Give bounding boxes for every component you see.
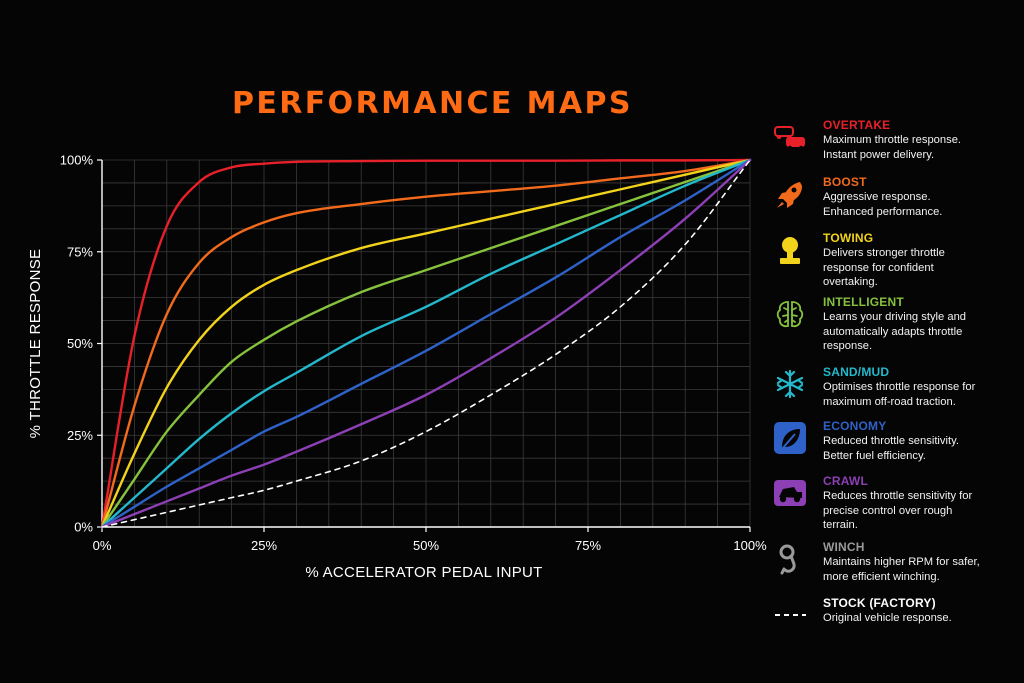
series-line-boost — [100, 158, 752, 529]
terrain-icon — [773, 367, 807, 401]
legend-item-stock-factory: STOCK (FACTORY) Original vehicle response… — [773, 596, 1013, 648]
series-line-overtake — [100, 158, 752, 529]
legend-description: Maximum throttle response. Instant power … — [823, 133, 1013, 162]
legend-description-line: precise control over rough — [823, 504, 953, 517]
legend-description-line: Reduces throttle sensitivity for — [823, 490, 973, 502]
cars-icon — [773, 120, 807, 154]
legend-description-line: Maintains higher RPM for safer, — [823, 556, 980, 568]
legend-description-line: Instant power delivery. — [823, 148, 935, 161]
legend-description: Optimises throttle response for maximum o… — [823, 380, 1013, 409]
legend-description-line: maximum off-road traction. — [823, 395, 956, 408]
legend-description-line: more efficient winching. — [823, 570, 940, 583]
winch-hook-icon — [773, 542, 807, 576]
series-line-intelligent — [100, 158, 752, 529]
crawl-truck-icon — [773, 476, 807, 510]
x-tick-label: 0% — [93, 538, 112, 553]
x-axis-title: % ACCELERATOR PEDAL INPUT — [305, 564, 542, 581]
series-line-sand-mud — [100, 158, 752, 529]
x-tick-label: 75% — [575, 538, 601, 553]
legend-name: WINCH — [823, 540, 865, 554]
legend-description-line: Optimises throttle response for — [823, 381, 976, 393]
brain-icon — [773, 297, 807, 331]
legend-description-line: Enhanced performance. — [823, 205, 943, 218]
series-line-towing — [100, 158, 752, 529]
legend-name: CRAWL — [823, 474, 868, 488]
legend-description-line: Better fuel efficiency. — [823, 449, 926, 462]
leaf-icon — [773, 421, 807, 455]
legend-name: INTELLIGENT — [823, 295, 904, 309]
legend-description: Maintains higher RPM for safer, more effi… — [823, 555, 1013, 584]
legend-description: Reduced throttle sensitivity. Better fuel… — [823, 434, 1013, 463]
legend-description-line: terrain. — [823, 519, 858, 531]
legend-description-line: response for confident — [823, 261, 934, 274]
legend-item-winch: WINCH Maintains higher RPM for safer, more… — [773, 540, 1013, 592]
legend-name: SAND/MUD — [823, 365, 890, 379]
legend-name: OVERTAKE — [823, 118, 891, 132]
chart: 0% 25% 50% 75% 100% 0% 25% 50% 75% 100% % ACCELER… — [27, 153, 767, 582]
legend-description: Original vehicle response. — [823, 611, 1013, 626]
legend-description-line: Delivers stronger throttle — [823, 247, 945, 259]
rocket-icon — [773, 177, 807, 211]
legend-item-towing: TOWING Delivers stronger throttle response… — [773, 231, 1013, 288]
y-tick-label: 0% — [74, 520, 93, 535]
chart-title: PERFORMANCE MAPS — [232, 86, 633, 121]
series-line-crawl — [100, 158, 752, 529]
dashed-line-icon — [773, 598, 807, 632]
legend-description-line: Learns your driving style and — [823, 311, 967, 323]
y-tick-label: 100% — [60, 153, 94, 168]
x-tick-label: 25% — [251, 538, 277, 553]
legend-description-line: Original vehicle response. — [823, 612, 952, 624]
legend-item-overtake: OVERTAKE Maximum throttle response. Instan… — [773, 118, 1013, 170]
axes: 0% 25% 50% 75% 100% 0% 25% 50% 75% 100% — [60, 153, 767, 554]
legend-description: Learns your driving style and automatical… — [823, 310, 1013, 354]
legend-description-line: Maximum throttle response. — [823, 134, 962, 146]
legend-name: BOOST — [823, 175, 867, 189]
legend-description-line: response. — [823, 340, 873, 352]
legend-description: Aggressive response. Enhanced performance… — [823, 190, 1013, 219]
y-tick-label: 25% — [67, 428, 93, 443]
legend-description-line: automatically adapts throttle — [823, 325, 963, 338]
legend-item-intelligent: INTELLIGENT Learns your driving style and… — [773, 295, 1013, 352]
tow-hitch-icon — [773, 233, 807, 267]
series-line-economy — [100, 158, 752, 529]
legend-item-crawl: CRAWL Reduces throttle sensitivity for pre… — [773, 474, 1013, 531]
y-tick-label: 75% — [67, 244, 93, 259]
series-lines — [100, 158, 752, 529]
legend-description-line: Reduced throttle sensitivity. — [823, 435, 959, 447]
legend-name: TOWING — [823, 231, 874, 245]
legend-name: ECONOMY — [823, 419, 887, 433]
y-axis-title: % THROTTLE RESPONSE — [27, 249, 44, 439]
legend-description-line: Aggressive response. — [823, 191, 931, 203]
grid — [101, 159, 751, 528]
legend-description: Reduces throttle sensitivity for precise … — [823, 489, 1013, 533]
y-tick-label: 50% — [67, 336, 93, 351]
x-tick-label: 100% — [733, 538, 767, 553]
x-tick-label: 50% — [413, 538, 439, 553]
legend-item-economy: ECONOMY Reduced throttle sensitivity. Bett… — [773, 419, 1013, 471]
legend-description-line: overtaking. — [823, 276, 878, 288]
legend-name: STOCK (FACTORY) — [823, 596, 936, 610]
legend-item-boost: BOOST Aggressive response. Enhanced perfor… — [773, 175, 1013, 227]
legend-description: Delivers stronger throttle response for c… — [823, 246, 1013, 290]
legend-item-sand-mud: SAND/MUD Optimises throttle response for m… — [773, 365, 1013, 417]
